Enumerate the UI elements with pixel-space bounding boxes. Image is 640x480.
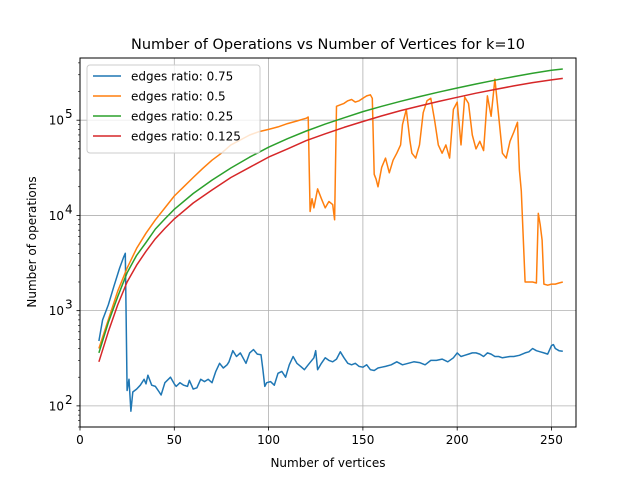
- legend-label: edges ratio: 0.75: [131, 70, 233, 84]
- legend-box: [86, 64, 261, 154]
- grid: [79, 58, 576, 427]
- x-tick-label: 50: [167, 433, 182, 447]
- x-tick-label: 100: [257, 433, 280, 447]
- series-line: [98, 77, 563, 363]
- legend-label: edges ratio: 0.5: [131, 90, 226, 104]
- chart-title: Number of Operations vs Number of Vertic…: [131, 37, 525, 53]
- x-tick-label: 0: [76, 433, 84, 447]
- series-line: [98, 68, 563, 354]
- legend: edges ratio: 0.75 edges ratio: 0.5 edges r…: [86, 64, 261, 154]
- y-axis-label: Number of operations: [25, 176, 39, 307]
- y-tick-label: 10: [49, 399, 64, 413]
- y-tick-exponent: 5: [65, 107, 73, 121]
- x-axis-label: Number of vertices: [270, 456, 385, 470]
- legend-label: edges ratio: 0.125: [131, 130, 241, 144]
- x-axis-ticks: 0 50 100 150 200 250: [76, 427, 563, 447]
- y-tick-exponent: 3: [65, 298, 73, 312]
- y-tick-label: 10: [49, 304, 64, 318]
- y-tick-label: 10: [49, 114, 64, 128]
- x-tick-label: 250: [540, 433, 563, 447]
- x-tick-label: 150: [351, 433, 374, 447]
- y-tick-exponent: 2: [65, 393, 73, 407]
- y-tick-exponent: 4: [65, 202, 73, 216]
- series-line: [98, 252, 563, 412]
- plot-lines: [98, 68, 563, 412]
- plot-frame: [79, 57, 577, 428]
- y-tick-label: 10: [49, 209, 64, 223]
- x-tick-label: 200: [446, 433, 469, 447]
- legend-label: edges ratio: 0.25: [131, 110, 233, 124]
